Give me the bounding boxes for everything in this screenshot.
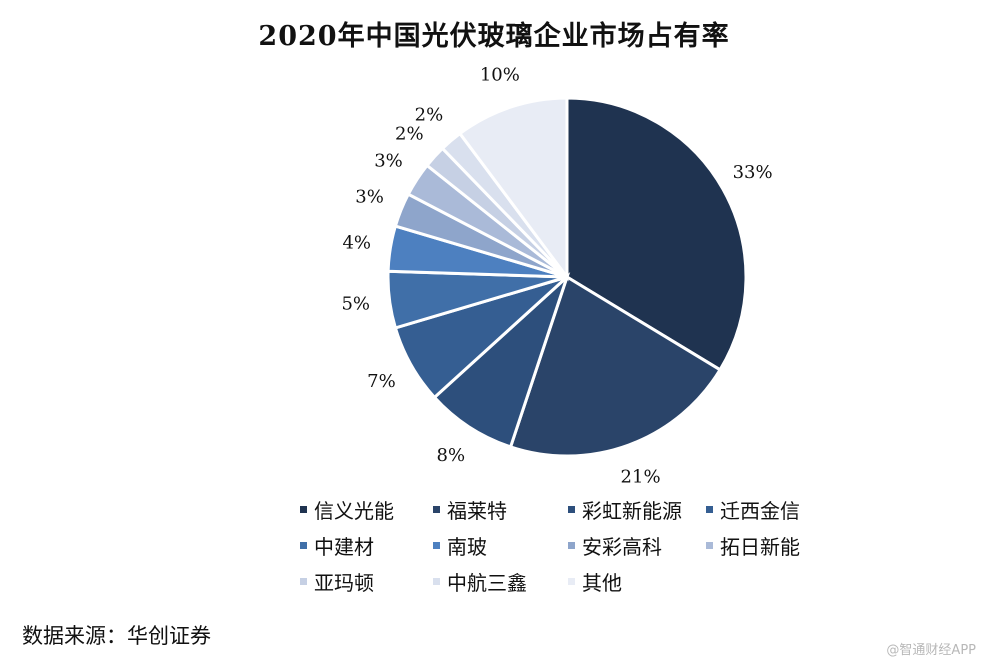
legend-item: 拓日新能	[706, 532, 836, 559]
legend-item: 中航三鑫	[433, 568, 568, 595]
legend-item: 信义光能	[300, 496, 433, 523]
legend-item: 亚玛顿	[300, 568, 433, 595]
legend-label: 迁西金信	[720, 498, 800, 523]
legend-swatch	[706, 505, 713, 513]
legend-label: 信义光能	[314, 498, 394, 523]
legend-swatch	[300, 541, 307, 549]
slice-data-label: 4%	[342, 233, 371, 254]
legend-label: 中航三鑫	[447, 570, 527, 595]
pie-chart: 33% 21% 8% 7% 5% 4% 3% 3% 2%2% 10%	[341, 64, 773, 487]
legend-label: 拓日新能	[720, 534, 800, 559]
legend-swatch	[568, 577, 575, 585]
slice-data-label: 8%	[437, 445, 466, 466]
slice-data-label: 2%	[395, 123, 424, 144]
pie-slice	[508, 274, 723, 458]
slice-data-label: 10%	[480, 64, 520, 85]
pie-slice	[432, 272, 571, 449]
pie-slice	[565, 96, 748, 372]
legend-label: 南玻	[447, 534, 487, 559]
watermark: @智通财经APP	[886, 643, 976, 658]
legend-item: 彩虹新能源	[568, 496, 706, 523]
slice-data-label: 2%	[415, 104, 444, 125]
legend-item: 福莱特	[433, 496, 568, 523]
legend-label: 安彩高科	[582, 534, 662, 559]
chart-legend: 信义光能 福莱特 彩虹新能源 迁西金信中建材 南玻 安彩高科 拓日新能亚玛顿 中航三鑫 其他	[300, 496, 820, 595]
legend-label: 福莱特	[447, 498, 507, 523]
slice-data-label: 3%	[355, 187, 384, 208]
legend-label: 彩虹新能源	[582, 498, 682, 523]
slice-data-label: 7%	[367, 371, 396, 392]
legend-swatch	[300, 505, 307, 513]
legend-swatch	[433, 577, 440, 585]
legend-label: 中建材	[314, 534, 374, 559]
legend-swatch	[433, 505, 440, 513]
legend-label: 其他	[582, 570, 622, 595]
pie-slice	[457, 96, 569, 282]
slice-data-label: 3%	[374, 150, 403, 171]
legend-item: 迁西金信	[706, 496, 836, 523]
legend-swatch	[300, 577, 307, 585]
legend-swatch	[568, 541, 575, 549]
slice-data-label: 5%	[341, 294, 370, 315]
slice-data-label: 33%	[733, 162, 773, 183]
legend-item: 其他	[568, 568, 706, 595]
legend-swatch	[706, 541, 713, 549]
legend-item: 中建材	[300, 532, 433, 559]
chart-title: 2020年中国光伏玻璃企业市场占有率	[258, 21, 730, 52]
legend-item: 安彩高科	[568, 532, 706, 559]
legend-swatch	[433, 541, 440, 549]
data-source-note: 数据来源：华创证券	[22, 624, 211, 648]
legend-label: 亚玛顿	[314, 570, 374, 595]
legend-item: 南玻	[433, 532, 568, 559]
slice-data-label: 21%	[621, 466, 661, 487]
legend-swatch	[568, 505, 575, 513]
